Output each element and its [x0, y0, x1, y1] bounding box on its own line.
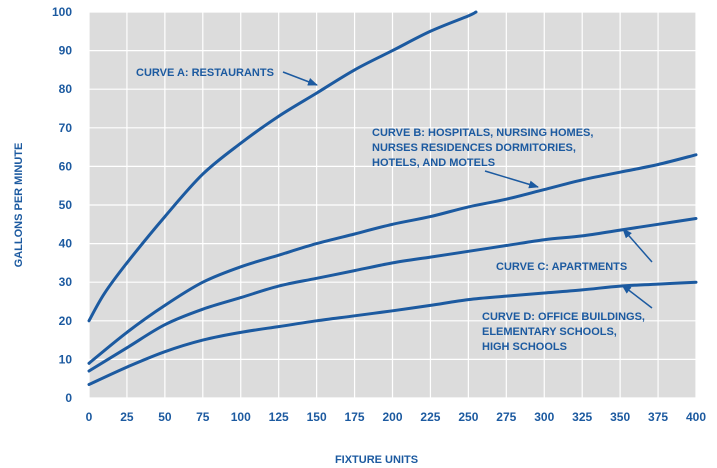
annotation-curve-b: CURVE B: HOSPITALS, NURSING HOMES, NURSE… — [372, 127, 597, 169]
annotation-curve-a-line-1: CURVE A: RESTAURANTS — [136, 67, 274, 79]
annotation-curve-d-line-1: CURVE D: OFFICE BUILDINGS, — [482, 311, 645, 323]
annotation-curve-d: CURVE D: OFFICE BUILDINGS, ELEMENTARY SC… — [482, 311, 648, 353]
x-tick-label: 300 — [534, 410, 554, 424]
x-tick-label: 350 — [610, 410, 630, 424]
x-tick-label: 200 — [382, 410, 402, 424]
annotation-curve-b-line-2: NURSES RESIDENCES DORMITORIES, — [372, 142, 576, 154]
annotation-curve-b-line-3: HOTELS, AND MOTELS — [372, 157, 495, 169]
annotation-curve-d-line-2: ELEMENTARY SCHOOLS, — [482, 326, 617, 338]
x-tick-label: 325 — [572, 410, 592, 424]
series-line-curve-c — [87, 217, 698, 373]
grid — [88, 11, 697, 399]
arrow-curve-d — [621, 284, 653, 309]
arrow-curve-b — [484, 170, 539, 189]
series-line-curve-d — [87, 280, 698, 386]
x-tick-label: 375 — [648, 410, 668, 424]
x-tick-label: 100 — [231, 410, 251, 424]
x-tick-label: 50 — [158, 410, 172, 424]
series-line-curve-b — [87, 153, 698, 365]
y-tick-label: 50 — [59, 198, 73, 212]
y-tick-label: 20 — [59, 314, 73, 328]
y-tick-label: 70 — [59, 121, 73, 135]
x-tick-label: 400 — [686, 410, 706, 424]
arrow-curve-a — [282, 71, 318, 86]
x-tick-label: 275 — [496, 410, 516, 424]
annotation-arrows — [282, 71, 653, 309]
series-lines — [87, 10, 698, 386]
y-tick-label: 40 — [59, 237, 73, 251]
x-tick-label: 150 — [307, 410, 327, 424]
y-tick-label: 10 — [59, 352, 73, 366]
y-tick-label: 60 — [59, 159, 73, 173]
tick-labels: 0 25 50 75 100 125 150 175 200 225 250 275 300 325 350… — [52, 5, 706, 424]
x-tick-label: 250 — [458, 410, 478, 424]
x-axis-label: FIXTURE UNITS — [335, 454, 418, 466]
y-tick-label: 90 — [59, 44, 73, 58]
y-tick-label: 80 — [59, 82, 73, 96]
y-axis-label: GALLONS PER MINUTE — [13, 143, 25, 268]
y-tick-label: 100 — [52, 5, 72, 19]
series-line-curve-a — [87, 10, 478, 323]
y-tick-label: 0 — [65, 391, 72, 405]
annotation-curve-d-line-3: HIGH SCHOOLS — [482, 341, 567, 353]
arrow-curve-c — [622, 228, 653, 263]
annotation-curve-a: CURVE A: RESTAURANTS — [136, 67, 274, 79]
y-tick-label: 30 — [59, 275, 73, 289]
x-tick-label: 175 — [345, 410, 365, 424]
annotation-curve-c: CURVE C: APARTMENTS — [496, 261, 627, 273]
x-tick-label: 0 — [86, 410, 93, 424]
annotation-curve-b-line-1: CURVE B: HOSPITALS, NURSING HOMES, — [372, 127, 593, 139]
x-tick-label: 25 — [120, 410, 134, 424]
x-tick-label: 125 — [269, 410, 289, 424]
annotation-curve-c-line-1: CURVE C: APARTMENTS — [496, 261, 627, 273]
x-tick-label: 225 — [420, 410, 440, 424]
x-tick-label: 75 — [196, 410, 210, 424]
